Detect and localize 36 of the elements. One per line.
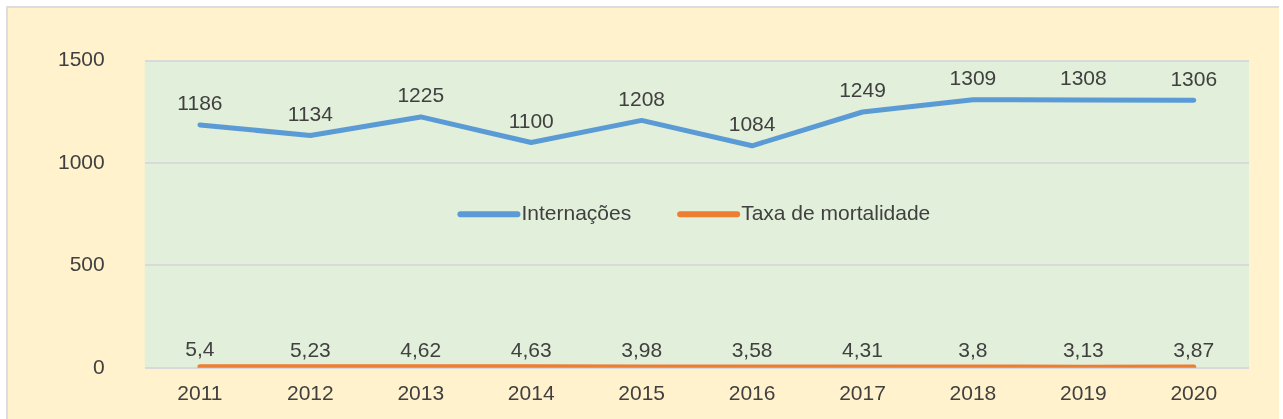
x-tick-label: 2015 [618,381,665,405]
data-label: 1208 [618,86,665,110]
data-label: 1225 [397,83,445,107]
data-label: 1084 [728,112,776,136]
y-tick-label: 1000 [58,149,105,173]
data-label: 5,23 [289,337,331,361]
y-tick-label: 1500 [58,47,105,71]
data-label: 1249 [839,78,886,102]
data-label: 1308 [1060,66,1107,90]
data-label: 1309 [949,66,997,90]
x-tick-label: 2014 [507,381,555,405]
data-label: 3,87 [1173,337,1215,361]
legend-label: Internações [521,201,632,224]
x-tick-label: 2012 [287,381,334,405]
data-label: 4,62 [400,337,442,361]
x-tick-label: 2020 [1170,381,1218,405]
x-tick-label: 2018 [949,381,997,405]
data-label: 1186 [177,91,223,115]
data-label: 5,4 [185,337,215,361]
y-tick-label: 500 [69,252,105,276]
data-label: 1134 [287,101,334,125]
legend-label: Taxa de mortalidade [741,201,931,224]
y-tick-label: 0 [93,354,105,378]
x-tick-label: 2011 [177,381,223,405]
x-tick-label: 2017 [839,381,886,405]
data-label: 1306 [1170,66,1218,90]
data-label: 3,58 [731,337,773,361]
data-label: 3,8 [958,337,988,361]
data-label: 3,13 [1062,337,1104,361]
data-label: 4,63 [510,337,552,361]
data-label: 1100 [508,108,554,132]
data-label: 3,98 [621,337,663,361]
x-tick-label: 2013 [397,381,445,405]
x-tick-label: 2016 [728,381,776,405]
x-tick-label: 2019 [1060,381,1107,405]
data-label: 4,31 [842,337,883,361]
